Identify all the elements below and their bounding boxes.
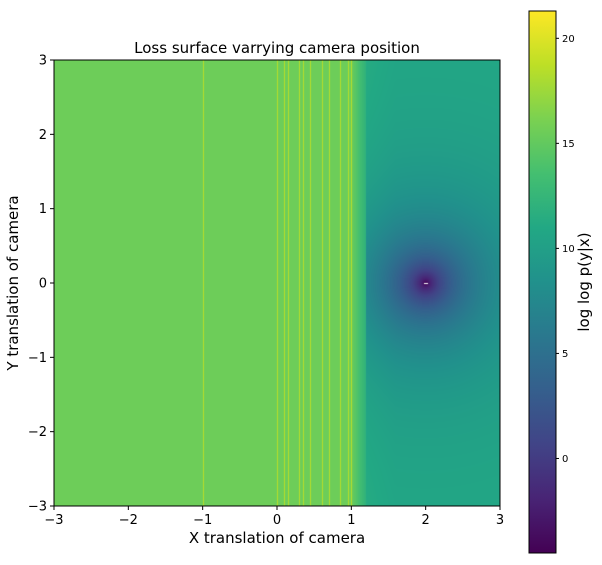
x-tick-label: −2 (119, 513, 138, 528)
x-tick-label: 2 (422, 513, 430, 528)
colorbar-tick-label: 5 (562, 349, 568, 360)
x-tick-label: 0 (273, 513, 281, 528)
y-tick-label: −1 (28, 351, 47, 366)
y-axis-label: Y translation of camera (4, 195, 22, 371)
chart-title: Loss surface varrying camera position (134, 39, 420, 57)
colorbar-ticks: 0 5 10 15 20 (556, 34, 575, 465)
heatmap-image (54, 60, 500, 506)
colorbar-label: log log p(y|x) (575, 232, 593, 331)
y-tick-label: 1 (39, 202, 47, 217)
y-tick-label: 2 (39, 128, 47, 143)
y-tick-label: 3 (39, 54, 47, 69)
x-tick-label: 1 (347, 513, 355, 528)
colorbar-tick-label: 20 (562, 34, 575, 45)
colorbar (528, 10, 557, 554)
x-axis-ticks: −3 −2 −1 0 1 2 3 (44, 506, 504, 528)
y-tick-label: −2 (28, 425, 47, 440)
y-tick-label: 0 (39, 277, 47, 292)
colorbar-tick-label: 0 (562, 454, 568, 465)
colorbar-tick-label: 15 (562, 139, 575, 150)
x-tick-label: −3 (44, 513, 63, 528)
x-tick-label: 3 (496, 513, 504, 528)
x-tick-label: −1 (193, 513, 212, 528)
x-axis-label: X translation of camera (189, 529, 365, 547)
y-axis-ticks: −3 −2 −1 0 1 2 3 (28, 54, 54, 515)
y-tick-label: −3 (28, 500, 47, 515)
colorbar-tick-label: 10 (562, 244, 575, 255)
